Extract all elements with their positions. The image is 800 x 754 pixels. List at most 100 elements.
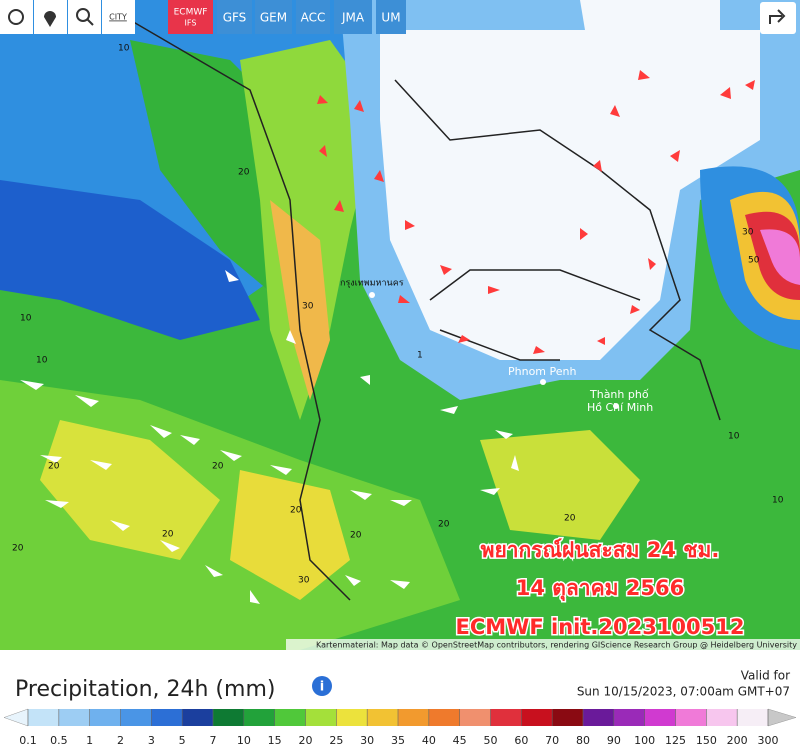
contour-label: 30 — [298, 576, 310, 586]
city-dot — [540, 379, 546, 385]
city-dot — [369, 292, 375, 298]
contour-label: 1 — [417, 351, 423, 361]
scale-swatch — [120, 709, 152, 726]
contour-label: 20 — [48, 462, 60, 472]
scale-swatch — [552, 709, 584, 726]
place-label: Phnom Penh — [508, 365, 576, 378]
city-dot — [613, 403, 619, 409]
contour-label: 10 — [20, 314, 32, 324]
zoom-button[interactable] — [68, 0, 101, 34]
model-button[interactable] — [217, 0, 252, 34]
scale-label: 0.1 — [19, 734, 37, 747]
place-label: Hồ Chí Minh — [587, 401, 653, 414]
scale-label: 7 — [210, 734, 217, 747]
model-button[interactable] — [334, 0, 372, 34]
scale-swatch — [58, 709, 91, 726]
scale-swatch — [675, 709, 707, 726]
scale-swatch — [243, 709, 276, 726]
info-button[interactable] — [312, 676, 332, 696]
scale-swatch — [737, 709, 769, 726]
scale-label: 25 — [329, 734, 343, 747]
info-icon: i — [320, 680, 324, 695]
valid-label: Valid for — [741, 669, 790, 683]
contour-label: 20 — [212, 462, 224, 472]
contour-label: 20 — [564, 514, 576, 524]
zoom-icon — [76, 8, 90, 22]
scale-label: 3 — [148, 734, 155, 747]
scale-swatch — [182, 709, 214, 726]
scale-label: 80 — [576, 734, 590, 747]
wind-arrows-white — [20, 270, 519, 604]
map[interactable]: กรุงเทพมหานคร Phnom Penh Thành phố Hồ Ch… — [0, 0, 800, 650]
model-sublabel: IFS — [185, 19, 197, 28]
model-label: UM — [381, 11, 400, 25]
contour-label: 20 — [350, 531, 362, 541]
scale-label: 0.5 — [50, 734, 68, 747]
scale-label: 15 — [268, 734, 282, 747]
overlay-text: 14 ตุลาคม 2566 — [516, 576, 684, 602]
model-button[interactable] — [168, 0, 213, 34]
overlay-text: พยากรณ์ฝนสะสม 24 ชม. — [481, 538, 720, 562]
scale-label: 40 — [422, 734, 436, 747]
scale-label: 70 — [545, 734, 559, 747]
contour-label: 10 — [36, 356, 48, 366]
city-button[interactable] — [102, 0, 135, 34]
scale-cap — [767, 708, 797, 727]
contour-label: 10 — [728, 432, 740, 442]
scale-label: 1 — [86, 734, 93, 747]
scale-swatch — [89, 709, 121, 726]
place-label: กรุงเทพมหานคร — [340, 279, 404, 289]
scale-cap — [3, 708, 29, 727]
color-scale: 0.1 0.5 1 2 3 5 7 10 15 20 25 30 35 40 45 50 60 70 80 90 100… — [3, 708, 797, 747]
scale-swatch — [428, 709, 461, 726]
valid-time: Sun 10/15/2023, 07:00am GMT+07 — [577, 685, 790, 699]
scale-label: 5 — [179, 734, 186, 747]
model-label: JMA — [341, 11, 365, 25]
scale-swatch — [274, 709, 306, 726]
scale-swatch — [213, 709, 245, 726]
scale-label: 150 — [696, 734, 717, 747]
contour-label: 10 — [772, 496, 784, 506]
place-label: Thành phố — [589, 388, 649, 401]
contour-label: 20 — [12, 544, 24, 554]
scale-label: 60 — [514, 734, 528, 747]
scale-swatch — [336, 709, 368, 726]
city-label: CITY — [109, 13, 127, 22]
model-label: ACC — [301, 11, 326, 25]
overlay-text: ECMWF init.2023100512 — [456, 615, 745, 639]
contour-label: 50 — [748, 256, 760, 266]
scale-swatch — [613, 709, 646, 726]
scale-swatch — [459, 709, 491, 726]
zoom-icon — [86, 18, 94, 26]
wind-arrows-red — [317, 70, 755, 354]
model-button[interactable] — [376, 0, 406, 34]
refresh-icon — [8, 9, 24, 25]
scale-label: 50 — [484, 734, 498, 747]
contour-labels: 10 20 20 10 30 30 10 20 20 20 20 20 20 10 20 1 10 30 50 — [12, 44, 784, 586]
contour-label: 20 — [438, 520, 450, 530]
scale-label: 100 — [634, 734, 655, 747]
scale-swatch — [490, 709, 522, 726]
scale-label: 90 — [607, 734, 621, 747]
model-button[interactable] — [296, 0, 330, 34]
scale-swatch — [644, 709, 676, 726]
model-button[interactable] — [255, 0, 292, 34]
locate-icon — [44, 11, 56, 27]
share-button[interactable] — [760, 2, 796, 34]
contour-label: 30 — [742, 228, 754, 238]
scale-label: 2 — [117, 734, 124, 747]
scale-swatch — [305, 709, 337, 726]
scale-swatch — [521, 709, 553, 726]
contour-label: 20 — [162, 530, 174, 540]
contour-label: 20 — [290, 506, 302, 516]
attribution: Kartenmaterial: Map data © OpenStreetMap… — [316, 641, 797, 650]
attribution-bg — [286, 639, 800, 650]
scale-swatch — [583, 709, 615, 726]
model-label: ECMWF — [174, 8, 208, 18]
scale-label: 200 — [727, 734, 748, 747]
scale-label: 125 — [665, 734, 686, 747]
scale-label: 30 — [360, 734, 374, 747]
refresh-button[interactable] — [0, 0, 33, 34]
